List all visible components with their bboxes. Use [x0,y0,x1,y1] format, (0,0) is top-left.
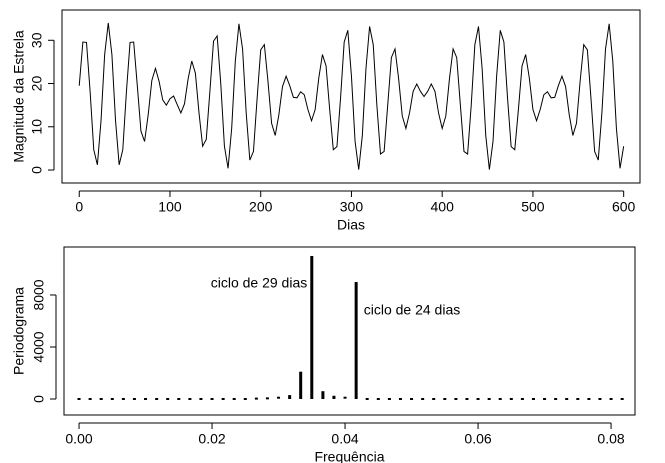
spike [421,398,425,401]
x-tick-label: 0.02 [198,431,225,447]
spike [498,398,502,401]
data-line [78,22,625,170]
spike [487,398,491,401]
y-tick-label: 0 [29,166,45,174]
spike [177,398,181,401]
spike [221,398,225,401]
spike [210,398,214,401]
x-axis-label: Frequência [314,449,384,463]
x-tick-label: 0.00 [65,431,92,447]
spike [132,398,136,401]
x-tick-label: 200 [249,199,273,215]
x-tick-label: 0.04 [331,431,358,447]
annotation: ciclo de 29 dias [211,275,308,291]
y-tick-label: 10 [29,119,45,135]
spike [77,398,81,401]
plot-box [63,246,636,416]
x-tick-label: 0.08 [597,431,624,447]
spike [609,398,613,401]
spike [188,398,192,401]
spike [432,398,436,401]
spike [587,398,591,401]
spike [554,398,558,401]
spike [110,398,114,401]
spike [520,398,524,401]
x-axis-label: Dias [337,217,365,233]
spike [387,398,391,401]
y-axis-label: Magnitude da Estrela [11,30,27,163]
spike [310,255,314,400]
x-tick-label: 500 [521,199,545,215]
y-axis-label: Periodograma [11,287,27,375]
annotation: ciclo de 24 dias [364,302,461,318]
y-tick-label: 0 [31,395,47,403]
spike [576,398,580,401]
spike [454,398,458,401]
spike [88,398,92,401]
x-tick-label: 400 [431,199,455,215]
y-tick-label: 30 [29,32,45,48]
spike [410,398,414,401]
spike [398,398,402,401]
spike [476,398,480,401]
spike [531,398,535,401]
spike [598,398,602,401]
spike [121,398,125,401]
spike [232,398,236,401]
spike [620,398,624,401]
spike [299,371,303,400]
spike [144,398,148,401]
spike [543,398,547,401]
spike [199,398,203,401]
spike [443,398,447,401]
y-tick-label: 20 [29,76,45,92]
x-tick-label: 0 [75,199,83,215]
spike [343,396,347,399]
spike [332,395,336,400]
y-tick-label: 8000 [31,279,47,310]
spike [265,397,269,400]
spike [166,398,170,401]
spike [155,398,159,401]
spike [243,398,247,401]
spike [354,281,358,400]
spike [288,395,292,400]
spike [465,398,469,401]
spike [365,398,369,401]
x-tick-label: 600 [612,199,636,215]
plot-box [61,9,641,184]
spike [376,398,380,401]
x-tick-label: 300 [340,199,364,215]
spike [509,398,513,401]
x-tick-label: 0.06 [464,431,491,447]
spike [277,396,281,399]
spike [99,398,103,401]
spike [565,398,569,401]
y-tick-label: 4000 [31,331,47,362]
spike [254,397,258,400]
x-tick-label: 100 [158,199,182,215]
spike [321,391,325,400]
